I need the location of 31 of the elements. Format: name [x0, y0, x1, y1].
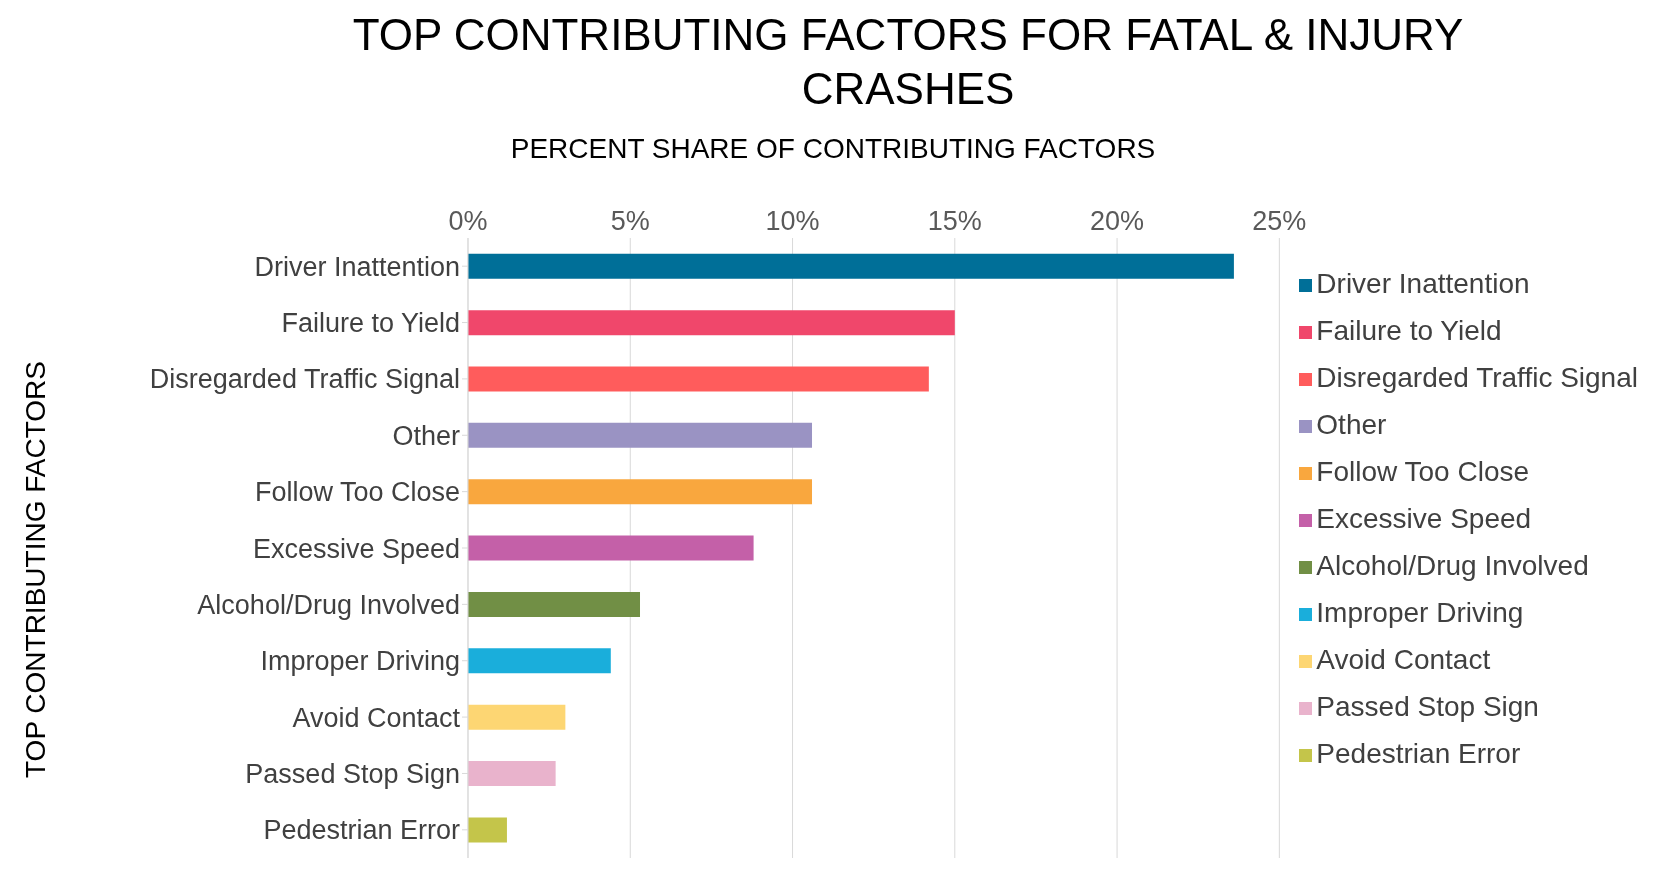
legend-label: Avoid Contact: [1316, 643, 1491, 675]
x-tick-label: 25%: [1252, 206, 1307, 236]
legend-label: Improper Driving: [1316, 596, 1524, 628]
chart-title: TOP CONTRIBUTING FACTORS FOR FATAL & INJURY CRASHES: [351, 9, 1465, 115]
x-tick-label: 10%: [765, 206, 820, 236]
legend-label: Disregarded Traffic Signal: [1316, 361, 1638, 393]
y-tick-label: Excessive Speed: [252, 533, 460, 564]
y-tick-label: Alcohol/Drug Involved: [197, 589, 460, 620]
y-tick-label: Pedestrian Error: [263, 815, 460, 846]
legend-label: Pedestrian Error: [1316, 737, 1521, 769]
y-tick-label: Driver Inattention: [254, 251, 460, 282]
legend-label: Excessive Speed: [1316, 502, 1532, 534]
legend-label: Failure to Yield: [1316, 314, 1502, 346]
y-tick-label: Other: [392, 420, 460, 451]
legend-label: Driver Inattention: [1316, 267, 1530, 299]
legend-label: Follow Too Close: [1316, 455, 1530, 487]
legend-label: Passed Stop Sign: [1316, 690, 1539, 722]
x-tick-label: 0%: [448, 206, 488, 236]
y-axis-title: TOP CONTRIBUTING FACTORS: [20, 361, 52, 778]
y-tick-label: Disregarded Traffic Signal: [149, 364, 460, 395]
x-tick-label: 20%: [1090, 206, 1145, 236]
x-tick-label: 5%: [610, 206, 650, 236]
y-tick-label: Failure to Yield: [281, 308, 460, 339]
legend-label: Alcohol/Drug Involved: [1316, 549, 1589, 581]
y-tick-label: Passed Stop Sign: [245, 759, 460, 790]
y-tick-label: Follow Too Close: [254, 477, 460, 508]
y-tick-label: Improper Driving: [260, 646, 460, 677]
legend-label: Other: [1316, 408, 1387, 440]
x-tick-label: 15%: [927, 206, 982, 236]
x-axis-title: PERCENT SHARE OF CONTRIBUTING FACTORS: [509, 133, 1157, 165]
y-tick-label: Avoid Contact: [292, 702, 461, 733]
